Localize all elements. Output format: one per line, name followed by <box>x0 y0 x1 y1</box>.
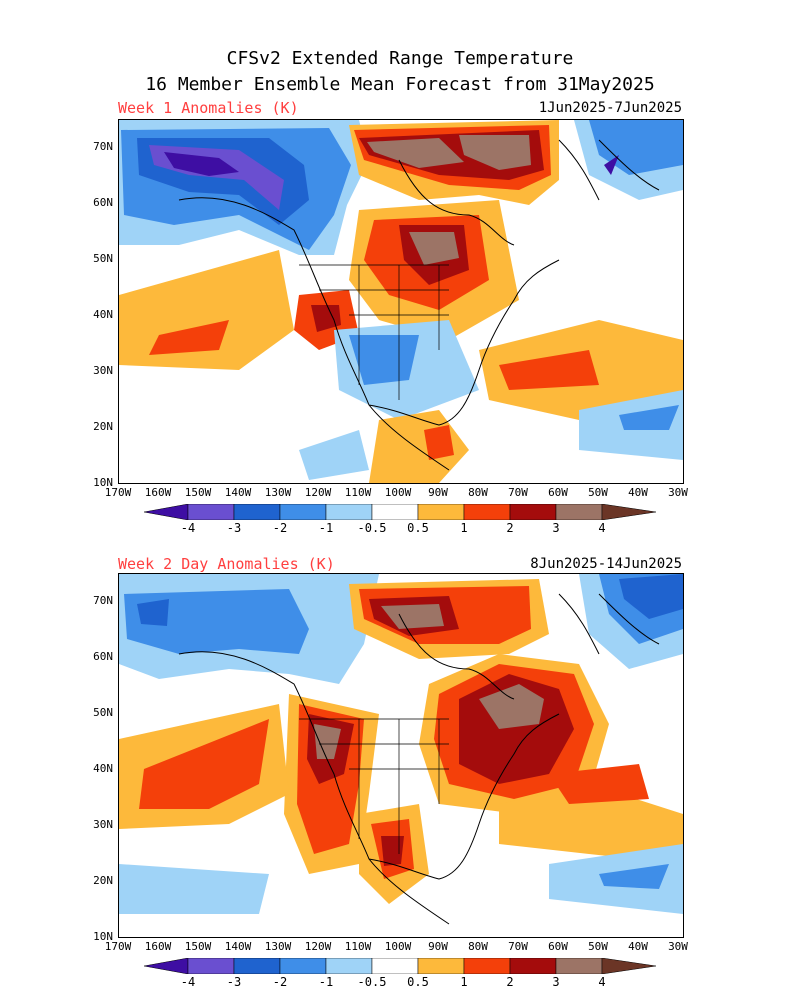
colorbar-label: 3 <box>552 975 560 989</box>
colorbar-label: 4 <box>598 975 606 989</box>
lon-label: 120W <box>304 486 332 499</box>
lon-label: 60W <box>548 486 568 499</box>
colorbar-label: -3 <box>226 521 242 535</box>
colorbar-label: -1 <box>318 975 334 989</box>
lat-label: 70N <box>93 594 113 607</box>
colorbar-label: -4 <box>180 521 196 535</box>
panel-title: Week 2 Day Anomalies (K) <box>118 555 335 573</box>
lon-label: 80W <box>468 940 488 953</box>
colorbar-label: -2 <box>272 521 288 535</box>
colorbar-label: -0.5 <box>357 975 387 989</box>
lon-label: 130W <box>264 940 292 953</box>
lat-label: 50N <box>93 252 113 265</box>
lon-label: 50W <box>588 940 608 953</box>
lat-label: 20N <box>93 874 113 887</box>
header-title-line2: 16 Member Ensemble Mean Forecast from 31… <box>145 74 655 95</box>
header-title-line1: CFSv2 Extended Range Temperature <box>226 48 574 69</box>
lat-label: 40N <box>93 762 113 775</box>
lon-label: 110W <box>344 940 372 953</box>
panel-dates: 8Jun2025-14Jun2025 <box>530 556 682 572</box>
colorbar-label: -3 <box>226 975 242 989</box>
lon-label: 160W <box>144 486 172 499</box>
lon-label: 60W <box>548 940 568 953</box>
lon-label: 130W <box>264 486 292 499</box>
lon-label: 170W <box>104 940 132 953</box>
colorbar-label: -2 <box>272 975 288 989</box>
colorbar-label: 4 <box>598 521 606 535</box>
colorbar <box>144 958 656 974</box>
lat-label: 30N <box>93 364 113 377</box>
lon-label: 90W <box>428 486 448 499</box>
lon-label: 140W <box>224 486 252 499</box>
lat-label: 20N <box>93 420 113 433</box>
lon-label: 30W <box>668 940 688 953</box>
colorbar-label: 1 <box>460 975 468 989</box>
lat-label: 70N <box>93 140 113 153</box>
colorbar-label: -0.5 <box>357 521 387 535</box>
lon-label: 170W <box>104 486 132 499</box>
lon-label: 40W <box>628 940 648 953</box>
lon-label: 100W <box>384 486 412 499</box>
lon-label: 50W <box>588 486 608 499</box>
lon-label: 140W <box>224 940 252 953</box>
lon-label: 70W <box>508 940 528 953</box>
colorbar <box>144 504 656 520</box>
lat-label: 40N <box>93 308 113 321</box>
lat-label: 60N <box>93 196 113 209</box>
lat-label: 50N <box>93 706 113 719</box>
lon-label: 90W <box>428 940 448 953</box>
panel-dates: 1Jun2025-7Jun2025 <box>538 100 682 116</box>
anomaly-map <box>118 573 684 938</box>
lon-label: 70W <box>508 486 528 499</box>
lon-label: 160W <box>144 940 172 953</box>
lat-label: 10N <box>93 930 113 943</box>
lat-label: 10N <box>93 476 113 489</box>
colorbar-label: 2 <box>506 975 514 989</box>
colorbar-label: 1 <box>460 521 468 535</box>
lon-label: 120W <box>304 940 332 953</box>
colorbar-label: -1 <box>318 521 334 535</box>
lon-label: 40W <box>628 486 648 499</box>
lon-label: 100W <box>384 940 412 953</box>
colorbar-label: 0.5 <box>407 521 429 535</box>
colorbar-label: 2 <box>506 521 514 535</box>
lon-label: 150W <box>184 486 212 499</box>
lon-label: 30W <box>668 486 688 499</box>
lon-label: 110W <box>344 486 372 499</box>
panel-title: Week 1 Anomalies (K) <box>118 99 299 117</box>
lat-label: 30N <box>93 818 113 831</box>
anomaly-map <box>118 119 684 484</box>
lon-label: 80W <box>468 486 488 499</box>
lat-label: 60N <box>93 650 113 663</box>
colorbar-label: 0.5 <box>407 975 429 989</box>
colorbar-label: 3 <box>552 521 560 535</box>
lon-label: 150W <box>184 940 212 953</box>
colorbar-label: -4 <box>180 975 196 989</box>
